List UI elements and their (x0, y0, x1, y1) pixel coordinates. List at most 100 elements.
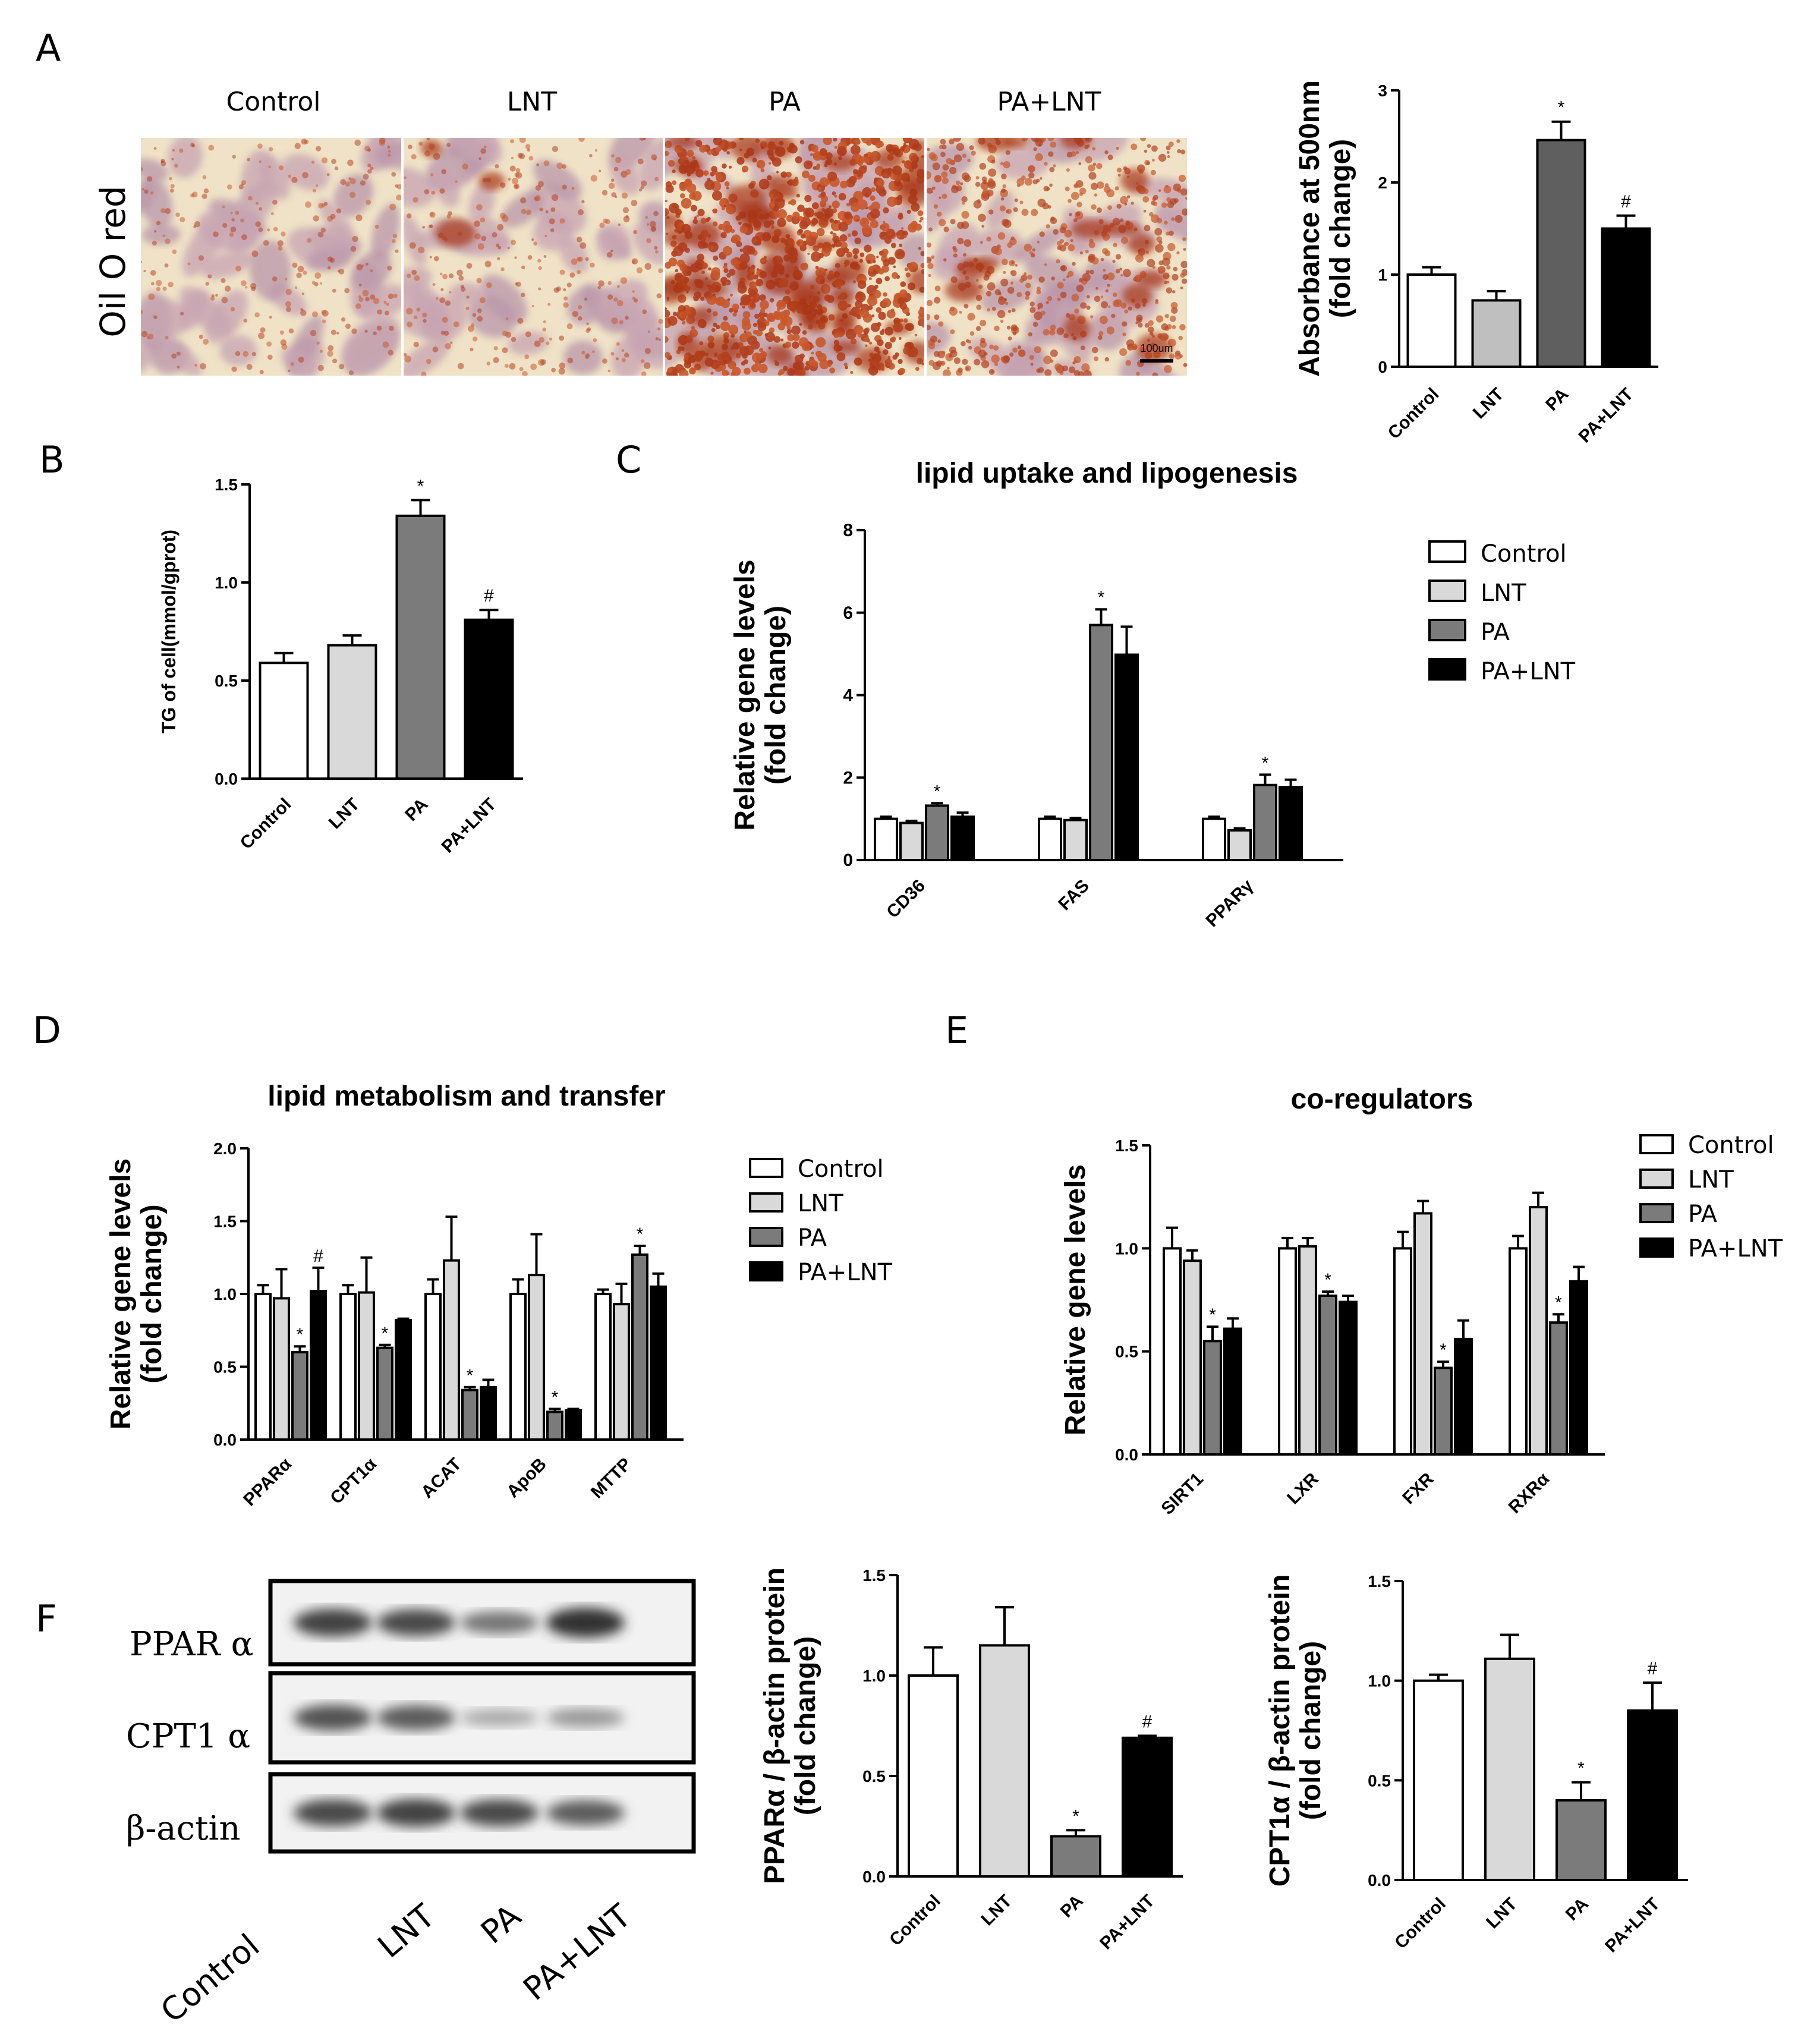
significance-mark-pparγ-pa: * (1262, 753, 1269, 773)
y-axis-label: (fold change) (1295, 1641, 1327, 1820)
y-axis-label: Relative gene levels (1060, 1164, 1091, 1435)
wb-lane-lnt: LNT (371, 1897, 443, 1965)
wb-band-row-3 (268, 1772, 696, 1854)
bar-fxr-control (1393, 1247, 1412, 1456)
y-axis-label: CPT1α / β-actin protein (1264, 1574, 1296, 1887)
bar-pparγ-lnt (1227, 829, 1252, 862)
bar-lnt (979, 1644, 1030, 1878)
y-tick-label: 0.0 (215, 770, 238, 788)
category-label-pa: PA (1542, 385, 1572, 415)
bar-sirt1-control (1163, 1247, 1182, 1456)
y-axis-label: (fold change) (1325, 139, 1356, 318)
category-label-pparα: PPARα (240, 1454, 295, 1510)
wb-lane-pa-lnt: PA+LNT (516, 1897, 638, 2008)
significance-mark-cd36-pa: * (934, 782, 941, 801)
y-tick-label: 0.5 (1368, 1771, 1391, 1790)
y-axis-label: Absorbance at 500nm (1294, 80, 1325, 377)
bar-rxrα-pa (1549, 1321, 1568, 1456)
significance-mark-mttp-pa: * (637, 1224, 644, 1244)
panel-letter-f: F (36, 1597, 57, 1640)
legend-label-control: Control (1688, 1132, 1774, 1159)
bar-fas-pa-lnt (1114, 653, 1139, 861)
significance-mark-pa-lnt: # (1142, 1712, 1153, 1731)
legend-label-pa: PA (798, 1224, 827, 1252)
wb-band (377, 1705, 455, 1731)
y-axis-label: TG of cell(mmol/gprot) (158, 530, 180, 733)
y-axis-label: (fold change) (790, 1636, 821, 1815)
micro-col-control: Control (226, 87, 320, 117)
bar-rxrα-lnt (1529, 1206, 1548, 1456)
y-tick-label: 1.0 (1115, 1239, 1138, 1258)
bar-acat-lnt (443, 1259, 460, 1441)
wb-label-cpt1α: CPT1 α (126, 1717, 250, 1756)
bar-control (908, 1674, 959, 1878)
bar-rxrα-pa-lnt (1569, 1280, 1588, 1456)
y-tick-label: 2 (843, 768, 853, 788)
category-label-lnt: LNT (1482, 1894, 1521, 1933)
bar-apob-pa (546, 1410, 563, 1441)
oil-red-o-row-label: Oil O red (93, 185, 133, 337)
y-tick-label: 0 (1378, 358, 1387, 376)
y-tick-label: 2.0 (213, 1139, 237, 1158)
bar-mttp-pa-lnt (650, 1285, 667, 1441)
bar-control (1413, 1679, 1464, 1882)
significance-mark-sirt1-pa: * (1209, 1305, 1216, 1325)
significance-mark-pa: * (1072, 1806, 1079, 1826)
significance-mark-lxr-pa: * (1324, 1270, 1331, 1290)
chart-a-absorbance: 0 1 2 3 Absorbance at 500nm (fold change) Cont… (1294, 80, 1658, 446)
bar-acat-pa (461, 1388, 478, 1441)
scale-bar (1140, 359, 1173, 363)
bar-rxrα-control (1509, 1247, 1528, 1456)
y-tick-label: 0.5 (213, 1358, 237, 1377)
wb-label-beta-actin: β-actin (126, 1809, 241, 1848)
category-label-mttp: MTTP (587, 1454, 635, 1503)
bar-pa-lnt (464, 618, 514, 780)
wb-band (546, 1800, 625, 1826)
bar-cd36-pa (925, 804, 949, 862)
bar-fxr-pa-lnt (1454, 1337, 1473, 1456)
category-label-apob: ApoB (503, 1454, 550, 1502)
oil-red-o-micrographs (141, 138, 1187, 376)
y-tick-label: 1 (1378, 266, 1387, 284)
y-tick-label: 1.5 (213, 1213, 237, 1231)
legend-swatch-pa (749, 1227, 783, 1247)
y-tick-label: 8 (843, 521, 853, 540)
y-tick-label: 6 (843, 603, 853, 623)
bar-pa-lnt (1122, 1736, 1173, 1878)
legend-swatch-control (749, 1158, 783, 1178)
chart-e-co-regulators: 0.0 0.5 1.0 1.5 Relative gene levels * SIRT1 * L… (1060, 1084, 1783, 1519)
bar-apob-lnt (528, 1274, 545, 1441)
bar-cd36-lnt (899, 821, 924, 861)
chart-f2-cpt1a-protein: 0.0 0.5 1.0 1.5 CPT1α / β-actin protein (fold… (1264, 1572, 1688, 1956)
micrograph-pa (665, 138, 924, 376)
legend-label-lnt: LNT (1481, 580, 1526, 607)
chart-f1-ppara-protein: 0.0 0.5 1.0 1.5 PPARα / β-actin protein (fold… (759, 1566, 1183, 1953)
category-label-pa: PA (1057, 1891, 1087, 1922)
legend-label-pa: PA (1688, 1201, 1718, 1228)
y-tick-label: 0.0 (1368, 1871, 1391, 1890)
category-label-lnt: LNT (977, 1891, 1016, 1930)
bar-pparγ-pa-lnt (1279, 786, 1303, 862)
legend-swatch-pa-lnt (749, 1261, 783, 1281)
wb-band (546, 1607, 625, 1638)
wb-label-pparα: PPAR α (130, 1625, 253, 1664)
chart-b-tg: 0.0 0.5 1.0 1.5 TG of cell(mmol/gprot) Contro… (158, 475, 523, 856)
significance-mark-pparα-pa: * (297, 1325, 304, 1344)
wb-band (546, 1708, 625, 1727)
panel-letter-b: B (39, 438, 65, 481)
y-tick-label: 0.0 (213, 1431, 237, 1449)
y-tick-label: 1.5 (215, 475, 238, 494)
y-tick-label: 1.0 (1368, 1672, 1391, 1690)
category-label-pa: PA (1562, 1894, 1592, 1925)
significance-mark-pparα-pa-lnt: # (313, 1246, 323, 1266)
legend-swatch-pa (1428, 619, 1466, 641)
micrograph-pa-lnt (927, 138, 1187, 376)
significance-mark-fxr-pa: * (1440, 1340, 1447, 1360)
bar-pparα-lnt (273, 1297, 290, 1441)
y-tick-label: 1.5 (862, 1566, 886, 1585)
category-label-pa-lnt: PA+LNT (438, 795, 500, 857)
legend-swatch-control (1428, 540, 1466, 563)
legend-label-control: Control (1481, 540, 1567, 568)
bar-pa-lnt (1601, 227, 1651, 368)
